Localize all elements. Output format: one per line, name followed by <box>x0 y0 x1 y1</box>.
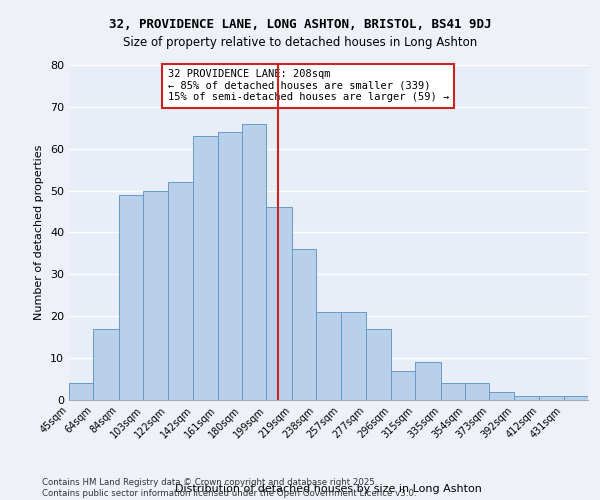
Bar <box>391 370 415 400</box>
Bar <box>563 396 588 400</box>
Text: Size of property relative to detached houses in Long Ashton: Size of property relative to detached ho… <box>123 36 477 49</box>
Bar <box>341 312 367 400</box>
Bar <box>143 190 167 400</box>
Bar <box>119 195 143 400</box>
Bar <box>490 392 514 400</box>
Bar <box>316 312 341 400</box>
Bar <box>193 136 218 400</box>
Bar <box>266 208 292 400</box>
Bar <box>94 329 119 400</box>
Bar <box>440 383 465 400</box>
Bar <box>292 249 316 400</box>
Bar <box>514 396 539 400</box>
Bar <box>167 182 193 400</box>
Bar <box>465 383 490 400</box>
X-axis label: Distribution of detached houses by size in Long Ashton: Distribution of detached houses by size … <box>175 484 482 494</box>
Y-axis label: Number of detached properties: Number of detached properties <box>34 145 44 320</box>
Text: Contains HM Land Registry data © Crown copyright and database right 2025.
Contai: Contains HM Land Registry data © Crown c… <box>42 478 416 498</box>
Bar <box>367 329 391 400</box>
Bar <box>242 124 266 400</box>
Bar <box>415 362 440 400</box>
Bar <box>69 383 94 400</box>
Text: 32, PROVIDENCE LANE, LONG ASHTON, BRISTOL, BS41 9DJ: 32, PROVIDENCE LANE, LONG ASHTON, BRISTO… <box>109 18 491 30</box>
Bar <box>539 396 563 400</box>
Bar <box>218 132 242 400</box>
Text: 32 PROVIDENCE LANE: 208sqm
← 85% of detached houses are smaller (339)
15% of sem: 32 PROVIDENCE LANE: 208sqm ← 85% of deta… <box>167 69 449 102</box>
